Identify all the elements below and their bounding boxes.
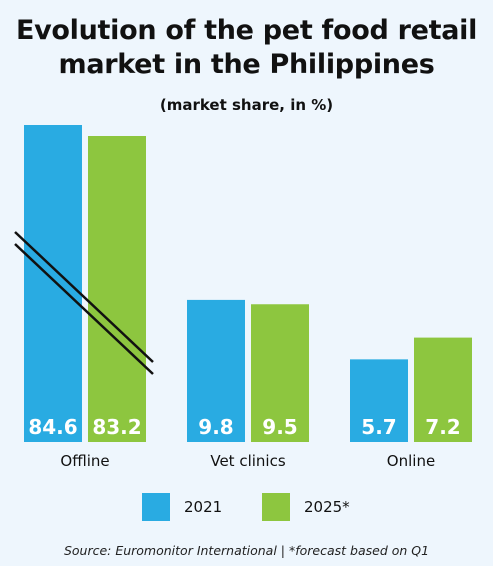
bar-offline-2021	[24, 125, 82, 442]
value-label-offline-2025: 83.2	[92, 415, 141, 439]
legend-label-2021: 2021	[184, 498, 223, 516]
category-label-offline: Offline	[60, 452, 109, 470]
chart-title-line-2: market in the Philippines	[58, 49, 435, 80]
chart-legend: 2021 2025*	[0, 493, 493, 521]
chart-subtitle: (market share, in %)	[159, 96, 334, 114]
chart-title-line-1: Evolution of the pet food retail	[15, 15, 478, 46]
value-label-online-2025: 7.2	[425, 415, 460, 439]
value-label-offline-2021: 84.6	[28, 415, 77, 439]
source-note: Source: Euromonitor International | *for…	[63, 543, 430, 558]
chart-title: Evolution of the pet food retail market …	[0, 14, 493, 82]
axis-break-line-2	[14, 243, 154, 375]
bar-vet-clinics-2025	[251, 304, 309, 442]
legend-label-2025: 2025*	[304, 498, 350, 516]
bar-offline-2025	[88, 136, 146, 442]
value-label-online-2021: 5.7	[361, 415, 396, 439]
bar-vet-clinics-2021	[187, 299, 245, 442]
legend-swatch-2025	[262, 493, 290, 521]
bar-online-2025	[414, 337, 472, 442]
value-label-vet-clinics-2025: 9.5	[262, 415, 297, 439]
bar-online-2021	[350, 359, 408, 442]
category-label-vet-clinics: Vet clinics	[210, 452, 285, 470]
axis-break-line-1	[14, 231, 154, 363]
category-label-online: Online	[387, 452, 435, 470]
legend-swatch-2021	[142, 493, 170, 521]
legend-item-2021: 2021	[142, 493, 222, 521]
value-label-vet-clinics-2021: 9.8	[198, 415, 233, 439]
legend-item-2025: 2025*	[262, 493, 350, 521]
bar-chart: 84.6 83.2 Offline 9.8 9.5 Vet clinics 5.7 7.2 On…	[14, 125, 472, 470]
